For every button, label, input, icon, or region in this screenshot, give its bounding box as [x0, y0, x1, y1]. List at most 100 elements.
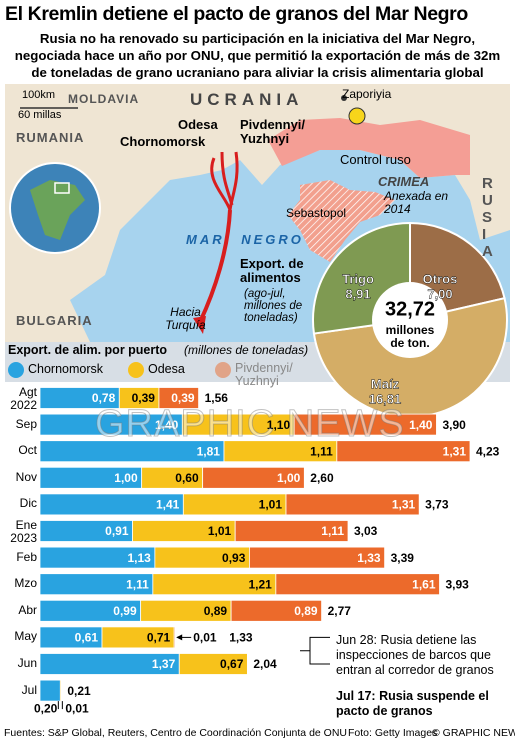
bar-segment	[285, 493, 420, 516]
map-label: RUSIA	[482, 175, 493, 260]
map-label: UCRANIA	[190, 90, 304, 109]
total-label: 2,04	[253, 657, 277, 671]
bar-value-label: 0,39	[171, 391, 195, 405]
bar-value-label: 0,39	[132, 391, 156, 405]
bar-value-label: 1,37	[152, 657, 176, 671]
title: El Kremlin detiene el pacto de granos de…	[5, 3, 468, 25]
total-label: 4,23	[476, 444, 500, 458]
category-label: Nov	[15, 469, 37, 484]
bar-segment	[293, 413, 437, 436]
bar-value-label: 1,10	[267, 418, 291, 432]
bar-value-label: 0,67	[220, 657, 244, 671]
total-label: 1,33	[229, 631, 253, 645]
total-label: 2,60	[310, 471, 334, 485]
pie-value: 8,91	[345, 286, 370, 301]
city-dot	[341, 95, 347, 101]
category-label: Jun	[17, 656, 37, 670]
bar-value-label: 1,01	[259, 498, 283, 512]
category-label: Feb	[16, 549, 37, 564]
bar-value-label: 0,60	[175, 471, 199, 485]
globe-land	[30, 180, 85, 240]
bar-value-label: 1,40	[409, 418, 433, 432]
map-label: 60 millas	[18, 109, 62, 121]
pie-category: Maíz	[371, 376, 400, 391]
pie-total-unit: millones de ton.	[385, 323, 435, 350]
annotation: Jul 17: Rusia suspende el pacto de grano…	[336, 689, 489, 718]
bar-value-label: 1,40	[155, 418, 179, 432]
total-label: 3,39	[391, 551, 415, 565]
category-label: Agt 2022	[10, 385, 37, 412]
russian-control	[268, 118, 470, 178]
bar-segment	[158, 387, 199, 409]
legend-swatch	[215, 362, 231, 378]
bar-value-label: 0,01	[193, 631, 217, 645]
pie-category: Otros	[423, 271, 458, 286]
map-label: CRIMEA	[378, 174, 430, 189]
map-label: Odesa	[178, 117, 218, 132]
map-label: Chornomorsk	[120, 134, 206, 149]
bar-segment	[249, 546, 386, 569]
bar-value-label: 1,31	[392, 498, 416, 512]
bar-segment	[275, 573, 440, 596]
bar-value-label: 0,89	[294, 604, 318, 618]
source: Fuentes: S&P Global, Reuters, Centro de …	[4, 727, 347, 739]
legend-swatch	[8, 362, 24, 378]
category-label: Oct	[18, 443, 37, 458]
category-label: Sep	[15, 416, 37, 431]
export-routes	[198, 151, 239, 323]
map-label: Pivdennyi/ Yuzhnyi	[240, 117, 306, 146]
pie-value: 7,00	[427, 286, 452, 301]
pie-value: 16,81	[369, 391, 402, 406]
bar-value-label: 1,41	[156, 498, 180, 512]
map-label: Sebastopol	[286, 206, 347, 220]
bar-value-label: 0,99	[113, 604, 137, 618]
total-label: 3,90	[442, 418, 466, 432]
nuclear-icon	[348, 107, 366, 125]
total-label: 3,73	[425, 498, 449, 512]
bar-segment	[173, 626, 176, 649]
bar-segment	[234, 520, 349, 542]
pie-title: Export. de alimentos	[240, 256, 304, 285]
bar-value-label: 0,01	[65, 701, 89, 715]
pie-category: Trigo	[342, 271, 374, 286]
pie-center	[372, 282, 448, 358]
map-label: Anexada en 2014	[384, 189, 449, 216]
bar-value-label: 1,13	[128, 551, 152, 565]
bar-value-label: 1,00	[277, 471, 301, 485]
bar-segment	[59, 679, 62, 702]
bar-value-label: 0,61	[75, 631, 99, 645]
bar-chart: 0,78 0,39 0,39 1,56 1,40 1,10 1,40 3,90 1,81 1,11…	[8, 362, 500, 715]
category-label: Mzo	[14, 576, 37, 591]
total-label: 0,21	[67, 684, 91, 698]
route-arrow	[193, 316, 206, 334]
legend-swatch	[128, 362, 144, 378]
category-label: Ene 2023	[10, 518, 37, 545]
annotation: Jun 28: Rusia detiene las inspecciones d…	[336, 633, 494, 677]
bar-value-label: 0,91	[105, 524, 129, 538]
bar-value-label: 1,11	[321, 524, 344, 538]
map-label: MOLDAVIA	[68, 92, 140, 106]
category-label: May	[14, 629, 37, 644]
pie-total: 32,72	[385, 298, 435, 320]
chart-title: Export. de alim. por puerto	[8, 343, 168, 357]
bar-value-label: 0,93	[222, 551, 246, 565]
category-label: Abr	[18, 602, 37, 617]
crimea	[288, 180, 395, 262]
bar-value-label: 0,89	[204, 604, 228, 618]
map-label: Zaporiyia	[342, 87, 392, 101]
map-label: RUMANIA	[16, 130, 85, 145]
map-label: Hacia Turquía	[165, 305, 206, 332]
legend-label: Chornomorsk	[28, 362, 104, 376]
pie-subtitle: (ago-jul, millones de toneladas)	[244, 288, 303, 325]
bar-value-label: 1,31	[443, 444, 467, 458]
annotation-bracket	[300, 636, 330, 665]
pointer-head	[176, 634, 183, 641]
legend-label: Odesa	[148, 362, 185, 376]
bar-segment	[230, 599, 322, 622]
credit: © GRAPHIC NEWS	[432, 727, 515, 739]
bar-value-label: 1,11	[310, 444, 333, 458]
globe-box	[54, 182, 70, 194]
